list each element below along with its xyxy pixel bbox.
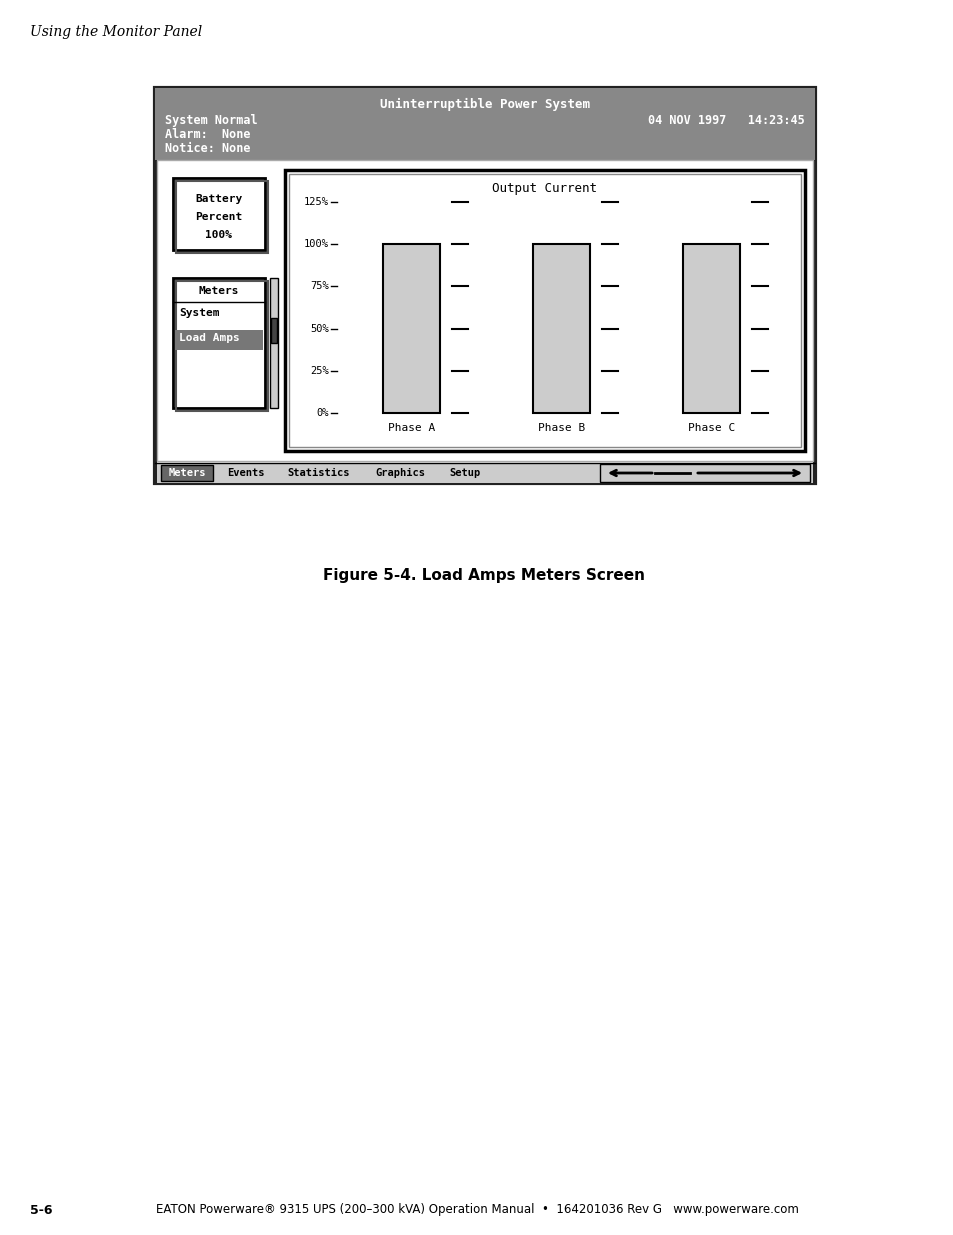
Text: Statistics: Statistics bbox=[287, 468, 349, 478]
Bar bbox=[682, 245, 740, 412]
Bar bbox=[175, 182, 268, 253]
Bar bbox=[154, 88, 814, 161]
Text: Output Current: Output Current bbox=[492, 182, 597, 195]
Bar bbox=[285, 170, 804, 451]
Text: Notice: None: Notice: None bbox=[165, 142, 251, 156]
Text: Battery: Battery bbox=[195, 194, 242, 204]
Bar bbox=[174, 330, 263, 350]
Bar bbox=[270, 278, 277, 408]
Text: 100%: 100% bbox=[304, 240, 329, 249]
Bar bbox=[533, 245, 590, 412]
Text: System: System bbox=[179, 308, 219, 317]
Text: Events: Events bbox=[227, 468, 264, 478]
Text: Setup: Setup bbox=[449, 468, 479, 478]
Bar bbox=[289, 174, 801, 447]
Text: Load Amps: Load Amps bbox=[179, 333, 239, 343]
Text: Uninterruptible Power System: Uninterruptible Power System bbox=[379, 98, 589, 111]
Bar bbox=[383, 245, 440, 412]
Text: EATON Powerware® 9315 UPS (200–300 kVA) Operation Manual  •  164201036 Rev G   w: EATON Powerware® 9315 UPS (200–300 kVA) … bbox=[155, 1203, 798, 1216]
Text: 125%: 125% bbox=[304, 198, 329, 207]
Bar bbox=[157, 161, 812, 461]
Text: Meters: Meters bbox=[198, 287, 239, 296]
Text: Phase A: Phase A bbox=[388, 424, 436, 433]
Bar bbox=[161, 466, 213, 480]
Text: 5-6: 5-6 bbox=[30, 1203, 52, 1216]
Text: Using the Monitor Panel: Using the Monitor Panel bbox=[30, 25, 202, 40]
Text: Alarm:  None: Alarm: None bbox=[165, 128, 251, 141]
Text: 75%: 75% bbox=[310, 282, 329, 291]
Bar bbox=[175, 282, 268, 411]
Text: 25%: 25% bbox=[310, 366, 329, 375]
Text: Graphics: Graphics bbox=[375, 468, 424, 478]
Text: Figure 5-4. Load Amps Meters Screen: Figure 5-4. Load Amps Meters Screen bbox=[323, 568, 644, 583]
Text: Phase B: Phase B bbox=[537, 424, 585, 433]
Text: 0%: 0% bbox=[316, 408, 329, 417]
Text: Meters: Meters bbox=[168, 468, 206, 478]
Bar bbox=[271, 317, 276, 343]
Text: Phase C: Phase C bbox=[688, 424, 735, 433]
Text: System Normal: System Normal bbox=[165, 114, 257, 127]
Bar bbox=[157, 463, 812, 483]
Bar bbox=[172, 278, 265, 408]
Bar bbox=[172, 178, 265, 249]
Bar bbox=[154, 88, 814, 483]
Text: Percent: Percent bbox=[195, 212, 242, 222]
Text: 100%: 100% bbox=[205, 230, 233, 240]
Text: 50%: 50% bbox=[310, 324, 329, 333]
Text: 04 NOV 1997   14:23:45: 04 NOV 1997 14:23:45 bbox=[648, 114, 804, 127]
Bar bbox=[599, 464, 809, 482]
